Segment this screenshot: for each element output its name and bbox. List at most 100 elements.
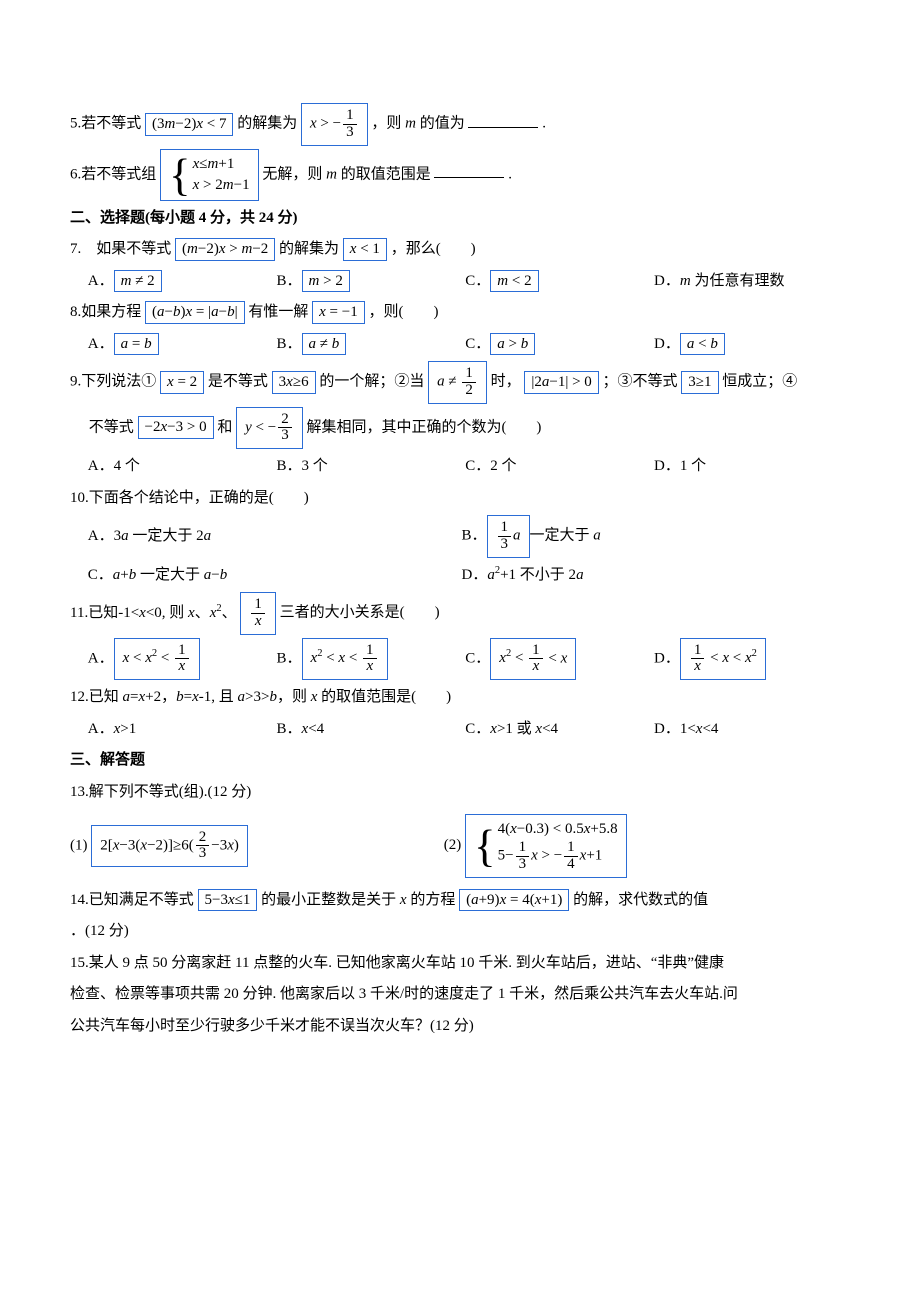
q15-l1: 15.某人 9 点 50 分离家赶 11 点整的火车. 已知他家离火车站 10 …: [70, 949, 850, 978]
part: x > −: [310, 116, 341, 132]
option-b[interactable]: B．x<4: [277, 715, 462, 744]
q10: 10.下面各个结论中，正确的是( ): [70, 484, 850, 513]
option-d[interactable]: D．1<x<4: [654, 715, 839, 744]
case-row: 4(x−0.3) < 0.5x+5.8: [498, 819, 618, 840]
frac: 13: [343, 108, 357, 141]
q8-box2: x = −1: [312, 301, 365, 324]
option-c[interactable]: C．x2 < 1x < x: [465, 638, 650, 681]
option-a[interactable]: A．4 个: [88, 452, 273, 481]
text: 9.下列说法①: [70, 374, 156, 390]
text: ；③不等式: [603, 374, 678, 390]
q5: 5.若不等式 (3m−2)x < 7 的解集为 x > −13 ，则 m 的值为…: [70, 103, 850, 146]
section-2-header: 二、选择题(每小题 4 分，共 24 分): [70, 204, 850, 233]
section-3-header: 三、解答题: [70, 746, 850, 775]
option-a[interactable]: A．a = b: [88, 330, 273, 359]
q8: 8.如果方程 (a−b)x = |a−b| 有惟一解 x = −1 ，则( ): [70, 298, 850, 327]
q7-options: A．m ≠ 2 B．m > 2 C．m < 2 D．m 为任意有理数: [70, 267, 850, 296]
text: 时，: [491, 374, 521, 390]
text: 的解集为: [237, 116, 297, 132]
q12: 12.已知 a=x+2，b=x-1, 且 a>3>b，则 x 的取值范围是( ): [70, 683, 850, 712]
option-a[interactable]: A．x>1: [88, 715, 273, 744]
option-b[interactable]: B．a ≠ b: [277, 330, 462, 359]
q13-parts: (1) 2[x−3(x−2)]≥6(23−3x) (2) { 4(x−0.3) …: [70, 814, 850, 878]
q9-options: A．4 个 B．3 个 C．2 个 D．1 个: [70, 452, 850, 481]
option-a[interactable]: A．m ≠ 2: [88, 267, 273, 296]
q13-part1: (1) 2[x−3(x−2)]≥6(23−3x): [70, 825, 440, 868]
q11-options: A．x < x2 < 1x B．x2 < x < 1x C．x2 < 1x < …: [70, 638, 850, 681]
q5-box1: (3m−2)x < 7: [145, 113, 233, 136]
text: 三者的大小关系是( ): [280, 605, 440, 621]
blank-field[interactable]: [468, 113, 538, 128]
option-a[interactable]: A．3a 一定大于 2a: [88, 522, 458, 551]
option-c[interactable]: C．m < 2: [465, 267, 650, 296]
option-b[interactable]: B．13a一定大于 a: [462, 515, 832, 558]
text: 7. 如果不等式: [70, 241, 171, 257]
text: 恒成立；④: [722, 374, 797, 390]
option-c[interactable]: C．a+b 一定大于 a−b: [88, 561, 458, 590]
option-b[interactable]: B．3 个: [277, 452, 462, 481]
option-b[interactable]: B．x2 < x < 1x: [277, 638, 462, 681]
brace-icon: {: [474, 828, 496, 864]
option-a[interactable]: A．x < x2 < 1x: [88, 638, 273, 681]
q6-cases: { x≤m+1 x > 2m−1: [160, 149, 259, 201]
case-row: x > 2m−1: [193, 175, 250, 196]
text: ，那么( ): [391, 241, 476, 257]
text: 的最小正整数是关于 x 的方程: [261, 892, 455, 908]
q14: 14.已知满足不等式 5−3x≤1 的最小正整数是关于 x 的方程 (a+9)x…: [70, 886, 850, 915]
option-d[interactable]: D．m 为任意有理数: [654, 267, 839, 296]
text: 的解集为: [279, 241, 339, 257]
box: 3≥1: [681, 371, 718, 394]
q7-box1: (m−2)x > m−2: [175, 238, 275, 261]
text: 8.如果方程: [70, 304, 141, 320]
option-c[interactable]: C．x>1 或 x<4: [465, 715, 650, 744]
q14-cont: ．(12 分): [70, 917, 850, 946]
option-c[interactable]: C．2 个: [465, 452, 650, 481]
q8-box1: (a−b)x = |a−b|: [145, 301, 245, 324]
q7-box2: x < 1: [343, 238, 387, 261]
text: ，则( ): [368, 304, 438, 320]
text: 14.已知满足不等式: [70, 892, 194, 908]
text: .: [542, 116, 546, 132]
text: 5.若不等式: [70, 116, 141, 132]
box: 3x≥6: [272, 371, 316, 394]
text: 解集相同，其中正确的个数为( ): [306, 419, 541, 435]
option-d[interactable]: D．1x < x < x2: [654, 638, 839, 681]
option-d[interactable]: D．a < b: [654, 330, 839, 359]
option-c[interactable]: C．a > b: [465, 330, 650, 359]
case-row: x≤m+1: [193, 154, 250, 175]
box: (a+9)x = 4(x+1): [459, 889, 569, 912]
brace-icon: {: [169, 157, 191, 193]
case-row: 5−13x > −14x+1: [498, 840, 618, 873]
q10-row2: C．a+b 一定大于 a−b D．a2+1 不小于 2a: [70, 561, 850, 590]
text: 的一个解；②当: [319, 374, 424, 390]
option-b[interactable]: B．m > 2: [277, 267, 462, 296]
option-d[interactable]: D．a2+1 不小于 2a: [462, 561, 832, 590]
q11: 11.已知-1<x<0, 则 x、x2、 1x 三者的大小关系是( ): [70, 592, 850, 635]
text: 和: [217, 419, 232, 435]
q13: 13.解下列不等式(组).(12 分): [70, 778, 850, 807]
box: |2a−1| > 0: [524, 371, 598, 394]
text: 6.若不等式组: [70, 166, 156, 182]
q7: 7. 如果不等式 (m−2)x > m−2 的解集为 x < 1 ，那么( ): [70, 235, 850, 264]
q13-part2: (2) { 4(x−0.3) < 0.5x+5.8 5−13x > −14x+1: [444, 814, 814, 878]
box: y < −23: [236, 407, 303, 450]
q8-options: A．a = b B．a ≠ b C．a > b D．a < b: [70, 330, 850, 359]
blank-field[interactable]: [434, 163, 504, 178]
text: 是不等式: [208, 374, 268, 390]
text: 不等式: [89, 419, 134, 435]
text: 有惟一解: [248, 304, 308, 320]
text: 无解，则 m 的取值范围是: [262, 166, 430, 182]
box: 1x: [240, 592, 276, 635]
q12-options: A．x>1 B．x<4 C．x>1 或 x<4 D．1<x<4: [70, 715, 850, 744]
box: −2x−3 > 0: [138, 416, 214, 439]
option-d[interactable]: D．1 个: [654, 452, 839, 481]
q10-row1: A．3a 一定大于 2a B．13a一定大于 a: [70, 515, 850, 558]
box: a ≠ 12: [428, 361, 487, 404]
box: x = 2: [160, 371, 204, 394]
q9-line1: 9.下列说法① x = 2 是不等式 3x≥6 的一个解；②当 a ≠ 12 时…: [70, 361, 850, 404]
q5-box2: x > −13: [301, 103, 368, 146]
text: 11.已知-1<x<0, 则 x、x2、: [70, 605, 237, 621]
q15-l3: 公共汽车每小时至少行驶多少千米才能不误当次火车？(12 分): [70, 1012, 850, 1041]
box: 5−3x≤1: [198, 889, 258, 912]
text: .: [508, 166, 512, 182]
